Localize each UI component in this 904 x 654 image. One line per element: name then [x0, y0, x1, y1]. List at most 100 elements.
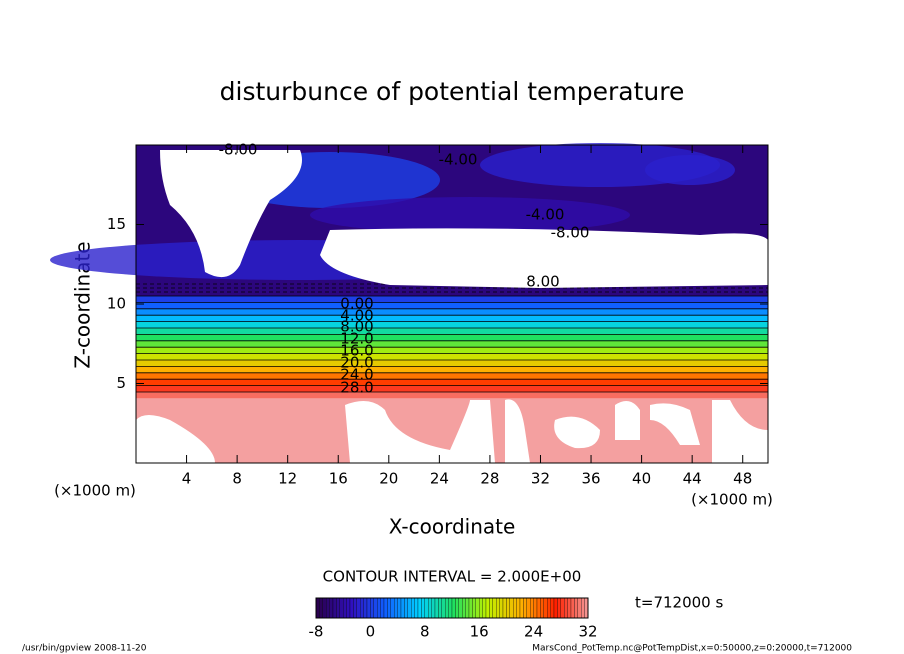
colorbar-cell — [530, 597, 534, 619]
contour-label: 24.0 — [340, 366, 373, 384]
contour-label: -4.00 — [526, 206, 565, 224]
colorbar-cell — [363, 597, 368, 619]
contour-band — [136, 296, 768, 303]
colorbar-cell — [564, 597, 568, 619]
colorbar-cell — [417, 597, 422, 619]
colorbar-cell — [496, 597, 500, 619]
x-axis-label: X-coordinate — [389, 515, 516, 539]
undefined-area — [320, 228, 768, 288]
colorbar-cell — [390, 597, 395, 619]
colorbar-cell — [407, 597, 412, 619]
contour-band — [136, 347, 768, 354]
contour-label: 20.0 — [340, 354, 373, 372]
colorbar-cell — [489, 597, 493, 619]
colorbar-cell — [394, 597, 398, 619]
colorbar-cell — [513, 597, 517, 619]
colorbar-cell — [448, 597, 453, 619]
colorbar-cell — [397, 597, 402, 619]
field — [50, 143, 768, 463]
undefined-area — [505, 399, 530, 463]
contour-label: -8.00 — [551, 224, 590, 242]
y-tick-label: 10 — [107, 295, 126, 313]
contour-label: 8.00 — [340, 318, 373, 336]
x-tick-label: 4 — [182, 470, 192, 488]
colorbar-cell — [523, 597, 527, 619]
colorbar-cell — [455, 597, 459, 619]
x-tick-label: 16 — [329, 470, 348, 488]
colorbar-cell — [431, 597, 436, 619]
colorbar-cell — [353, 597, 357, 619]
contour-band — [136, 321, 768, 328]
colorbar-cell — [519, 597, 524, 619]
y-tick-label: 5 — [116, 374, 126, 392]
colorbar-cell — [404, 597, 408, 619]
contour-band — [136, 334, 768, 341]
colorbar-cell — [400, 597, 405, 619]
colorbar-cell — [465, 597, 470, 619]
colorbar-cell — [581, 597, 585, 619]
colorbar-cell — [492, 597, 497, 619]
x-tick-label: 48 — [733, 470, 752, 488]
footer-left: /usr/bin/gpview 2008-11-20 — [22, 644, 147, 654]
colorbar-cell — [543, 597, 548, 619]
contour-band — [136, 302, 768, 309]
contour-label: 12.0 — [340, 330, 373, 348]
colorbar-cell — [482, 597, 487, 619]
contour-label: 4.00 — [340, 307, 373, 325]
colorbar-tick-label: 24 — [524, 623, 543, 641]
colorbar-cell — [533, 597, 538, 619]
x-tick-label: 28 — [480, 470, 499, 488]
contour-band — [136, 353, 768, 360]
colorbar-cell — [536, 597, 541, 619]
undefined-area — [345, 400, 495, 463]
colorbar-cell — [387, 597, 391, 619]
colorbar-cell — [434, 597, 439, 619]
colorbar-cell — [506, 597, 510, 619]
colorbar-cell — [526, 597, 531, 619]
colorbar-cell — [332, 597, 337, 619]
colorbar-cell — [424, 597, 429, 619]
colorbar-cell — [366, 597, 371, 619]
colorbar-cell — [377, 597, 381, 619]
colorbar-cell — [553, 597, 558, 619]
colorbar-cell — [414, 597, 419, 619]
colorbar-cell — [349, 597, 354, 619]
colorbar-cell — [557, 597, 561, 619]
colorbar-cell — [421, 597, 425, 619]
colorbar-cell — [509, 597, 514, 619]
colorbar-cell — [479, 597, 483, 619]
colorbar-cell — [516, 597, 521, 619]
colorbar-cell — [343, 597, 347, 619]
colorbar-tick-label: -8 — [309, 623, 324, 641]
undefined-area — [650, 403, 700, 445]
colorbar-tick-label: 8 — [420, 623, 430, 641]
colorbar-cell — [373, 597, 378, 619]
contour-band — [136, 392, 768, 399]
contour-band — [136, 315, 768, 322]
contour-label: 16.0 — [340, 342, 373, 360]
colorbar-cell — [326, 597, 330, 619]
blue-blob — [310, 197, 630, 233]
x-tick-label: 8 — [232, 470, 242, 488]
contour-band — [136, 360, 768, 367]
colorbar-cell — [468, 597, 473, 619]
x-tick-label: 24 — [430, 470, 449, 488]
colorbar-tick-label: 0 — [366, 623, 376, 641]
x-tick-label: 32 — [531, 470, 550, 488]
contour-band — [136, 308, 768, 316]
colorbar-cell — [356, 597, 361, 619]
x-tick-label: 44 — [683, 470, 702, 488]
colorbar-cell — [445, 597, 449, 619]
colorbar-cell — [329, 597, 334, 619]
colorbar-cell — [574, 597, 578, 619]
colorbar-cell — [339, 597, 344, 619]
contour-label: -4.00 — [439, 151, 478, 169]
contour-band — [136, 372, 768, 380]
colorbar-cell — [319, 597, 323, 619]
contour-band — [136, 366, 768, 373]
colorbar-cell — [547, 597, 551, 619]
undefined-area — [554, 416, 600, 449]
colorbar-cell — [441, 597, 446, 619]
contour-label: -8.00 — [219, 141, 258, 159]
contour-interval: CONTOUR INTERVAL = 2.000E+00 — [323, 568, 582, 586]
